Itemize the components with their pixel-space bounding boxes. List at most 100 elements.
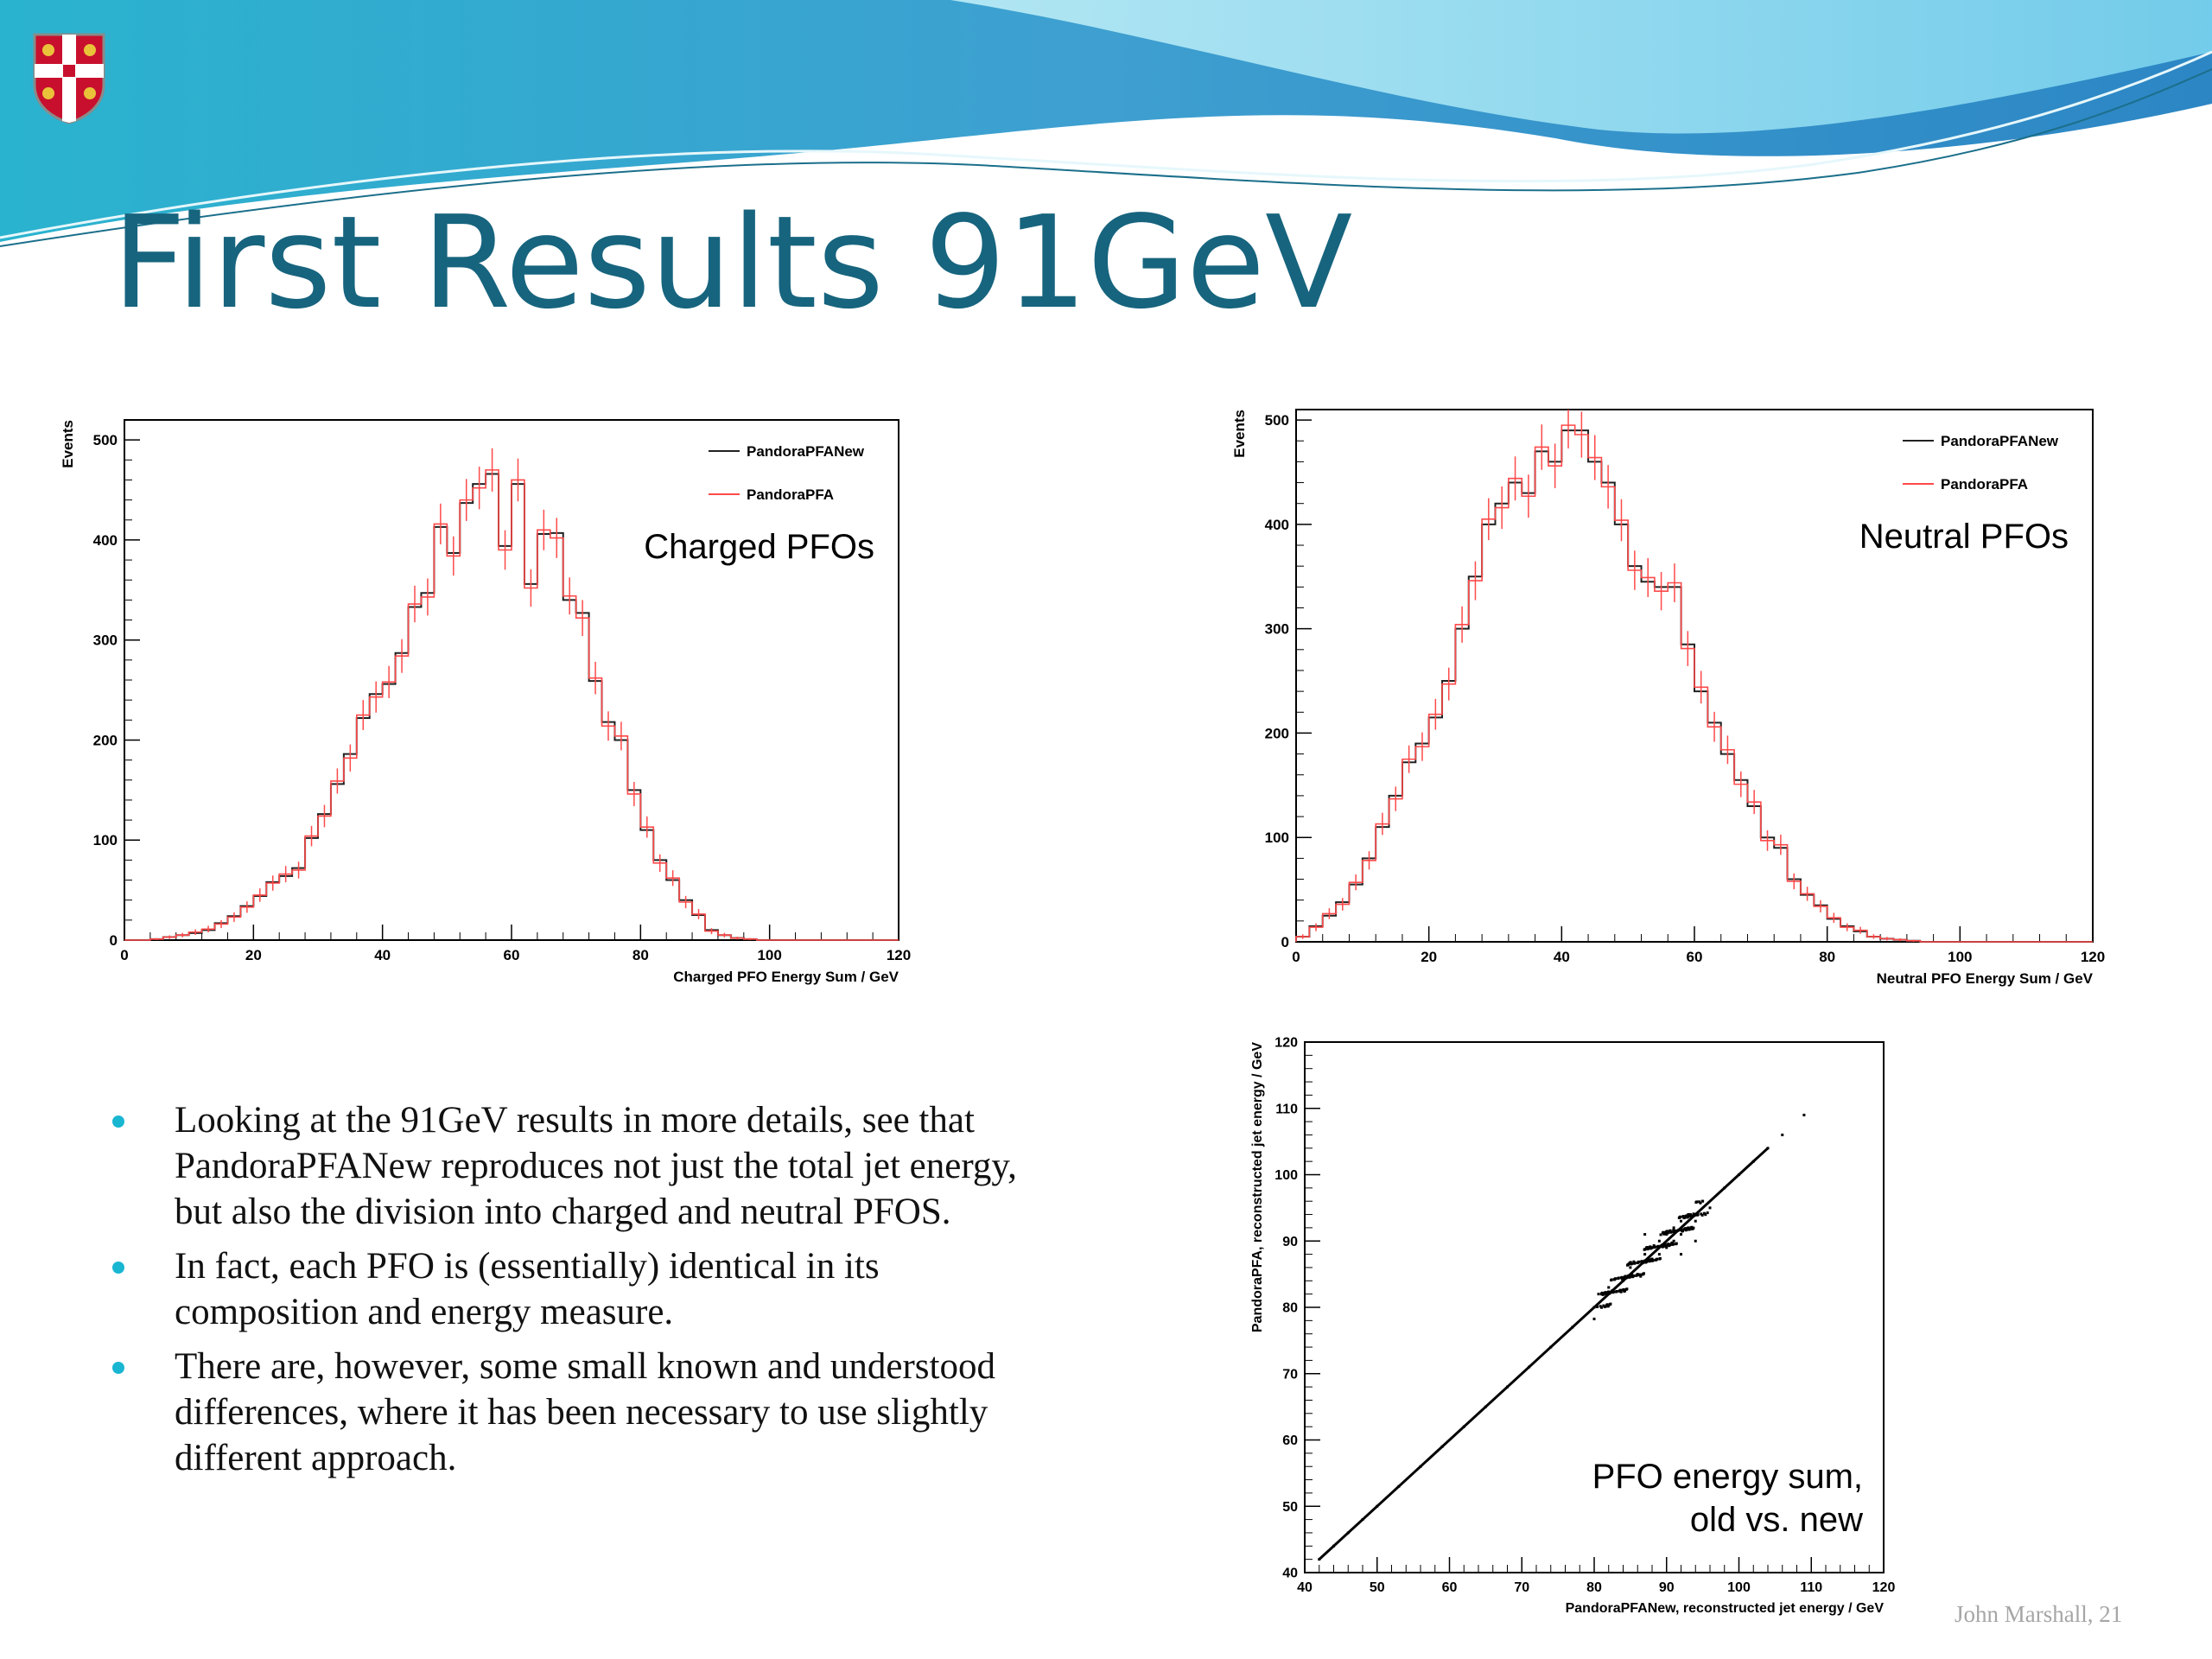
scatter-point bbox=[1596, 1305, 1599, 1308]
scatter-point bbox=[1680, 1233, 1682, 1236]
scatter-point bbox=[1657, 1253, 1661, 1256]
x-tick-label: 40 bbox=[1297, 1580, 1313, 1595]
bullet-dot-icon bbox=[112, 1116, 124, 1128]
scatter-point bbox=[1609, 1291, 1612, 1294]
scatter-point bbox=[1619, 1290, 1623, 1294]
legend-label: PandoraPFA bbox=[1941, 476, 2028, 493]
bullet-dot-icon bbox=[112, 1362, 124, 1374]
scatter-point bbox=[1672, 1239, 1675, 1243]
y-axis-label: PandoraPFA, reconstructed jet energy / G… bbox=[1250, 1042, 1265, 1332]
scatter-point bbox=[1706, 1211, 1709, 1215]
y-tick-label: 0 bbox=[1281, 934, 1289, 950]
scatter-point bbox=[1676, 1229, 1680, 1232]
x-tick-label: 40 bbox=[1554, 949, 1570, 965]
scatter-point bbox=[1672, 1243, 1675, 1246]
x-tick-label: 90 bbox=[1659, 1580, 1675, 1595]
header-banner bbox=[0, 0, 2212, 247]
scatter-point bbox=[1607, 1304, 1611, 1307]
scatter-point bbox=[1681, 1229, 1685, 1232]
scatter-point bbox=[1650, 1246, 1654, 1249]
scatter-point bbox=[1645, 1260, 1649, 1263]
scatter-point bbox=[1690, 1214, 1694, 1217]
footer-credit: John Marshall, 21 bbox=[1955, 1601, 2123, 1627]
scatter-point bbox=[1695, 1200, 1699, 1204]
scatter-point bbox=[1624, 1289, 1627, 1293]
scatter-point bbox=[1609, 1302, 1612, 1306]
scatter-point bbox=[1708, 1206, 1712, 1210]
scatter-point bbox=[1654, 1245, 1657, 1249]
y-tick-label: 120 bbox=[1274, 1036, 1298, 1051]
x-tick-label: 0 bbox=[120, 947, 128, 963]
x-tick-label: 20 bbox=[245, 947, 262, 963]
x-tick-label: 100 bbox=[1727, 1580, 1751, 1595]
scatter-point bbox=[1665, 1233, 1669, 1236]
university-crest-logo bbox=[33, 33, 105, 124]
y-tick-label: 60 bbox=[1282, 1433, 1298, 1448]
scatter-point bbox=[1643, 1253, 1647, 1256]
neutral-pfo-histogram: 0 20 40 60 80 100 120 0 100 200 300 400 500 PandoraPF… bbox=[1231, 409, 2105, 987]
scatter-point bbox=[1659, 1233, 1662, 1236]
bullet-item: Looking at the 91GeV results in more det… bbox=[104, 1097, 1020, 1235]
scatter-point bbox=[1625, 1287, 1629, 1291]
scatter-point bbox=[1696, 1213, 1700, 1217]
y-axis-label: Events bbox=[1231, 410, 1248, 458]
x-tick-label: 60 bbox=[504, 947, 520, 963]
y-tick-label: 300 bbox=[93, 632, 118, 649]
diagonal-band bbox=[1318, 1147, 1770, 1560]
y-tick-label: 200 bbox=[93, 732, 118, 748]
scatter-point bbox=[1699, 1201, 1702, 1205]
scatter-point bbox=[1638, 1273, 1642, 1276]
charged-pfo-histogram: 0 20 40 60 80 100 120 0 100 200 300 400 500 PandoraPF… bbox=[60, 419, 911, 985]
x-tick-label: 100 bbox=[1948, 949, 1972, 965]
scatter-point bbox=[1630, 1262, 1634, 1265]
scatter-point bbox=[1642, 1261, 1645, 1264]
scatter-point bbox=[1651, 1258, 1655, 1262]
x-tick-label: 40 bbox=[374, 947, 391, 963]
scatter-point bbox=[1627, 1262, 1630, 1266]
plot-annotation-line: PFO energy sum, bbox=[1592, 1458, 1863, 1496]
y-tick-label: 500 bbox=[1265, 412, 1289, 429]
x-axis-label: Neutral PFO Energy Sum / GeV bbox=[1877, 970, 2094, 987]
scatter-point bbox=[1700, 1213, 1704, 1217]
scatter-point bbox=[1679, 1215, 1682, 1218]
x-tick-label: 80 bbox=[632, 947, 649, 963]
x-axis-label: Charged PFO Energy Sum / GeV bbox=[673, 969, 899, 985]
plot-annotation-line: old vs. new bbox=[1690, 1501, 1863, 1539]
scatter-point bbox=[1639, 1274, 1643, 1278]
legend-label: PandoraPFANew bbox=[1941, 433, 2059, 449]
scatter-point bbox=[1675, 1242, 1678, 1245]
scatter-point bbox=[1597, 1293, 1600, 1296]
scatter-point bbox=[1692, 1226, 1695, 1230]
y-tick-label: 200 bbox=[1265, 725, 1289, 741]
scatter-point bbox=[1633, 1262, 1637, 1265]
scatter-point bbox=[1669, 1243, 1672, 1246]
scatter-point bbox=[1604, 1305, 1607, 1308]
bullet-item: There are, however, some small known and… bbox=[104, 1344, 1020, 1481]
scatter-point bbox=[1637, 1260, 1641, 1263]
x-tick-label: 120 bbox=[1872, 1580, 1896, 1595]
scatter-point bbox=[1600, 1306, 1604, 1309]
x-tick-label: 60 bbox=[1687, 949, 1703, 965]
plot-annotation: Neutral PFOs bbox=[1859, 518, 2069, 556]
y-tick-label: 50 bbox=[1282, 1500, 1298, 1515]
plot-annotation: Charged PFOs bbox=[644, 528, 874, 566]
x-axis-label: PandoraPFANew, reconstructed jet energy … bbox=[1566, 1601, 1885, 1616]
bullet-text: In fact, each PFO is (essentially) ident… bbox=[175, 1246, 880, 1332]
scatter-point bbox=[1693, 1213, 1696, 1217]
y-tick-label: 300 bbox=[1265, 621, 1289, 638]
scatter-point bbox=[1672, 1226, 1675, 1230]
y-tick-label: 500 bbox=[93, 432, 118, 448]
scatter-point bbox=[1694, 1239, 1697, 1243]
scatter-point bbox=[1602, 1293, 1605, 1296]
scatter-point bbox=[1646, 1247, 1649, 1250]
scatter-point bbox=[1611, 1290, 1615, 1294]
bullet-text: Looking at the 91GeV results in more det… bbox=[175, 1100, 1017, 1232]
scatter-point bbox=[1667, 1230, 1670, 1234]
y-tick-label: 100 bbox=[1265, 830, 1289, 846]
energy-scatter-plot: 40 50 60 70 80 90 100 110 120 40 50 60 70 80 90 100 110 1… bbox=[1250, 1036, 1896, 1616]
x-tick-label: 80 bbox=[1586, 1580, 1602, 1595]
bullet-text: There are, however, some small known and… bbox=[175, 1346, 995, 1478]
x-tick-label: 110 bbox=[1800, 1580, 1822, 1595]
x-tick-label: 20 bbox=[1421, 949, 1437, 965]
scatter-point bbox=[1617, 1276, 1620, 1280]
